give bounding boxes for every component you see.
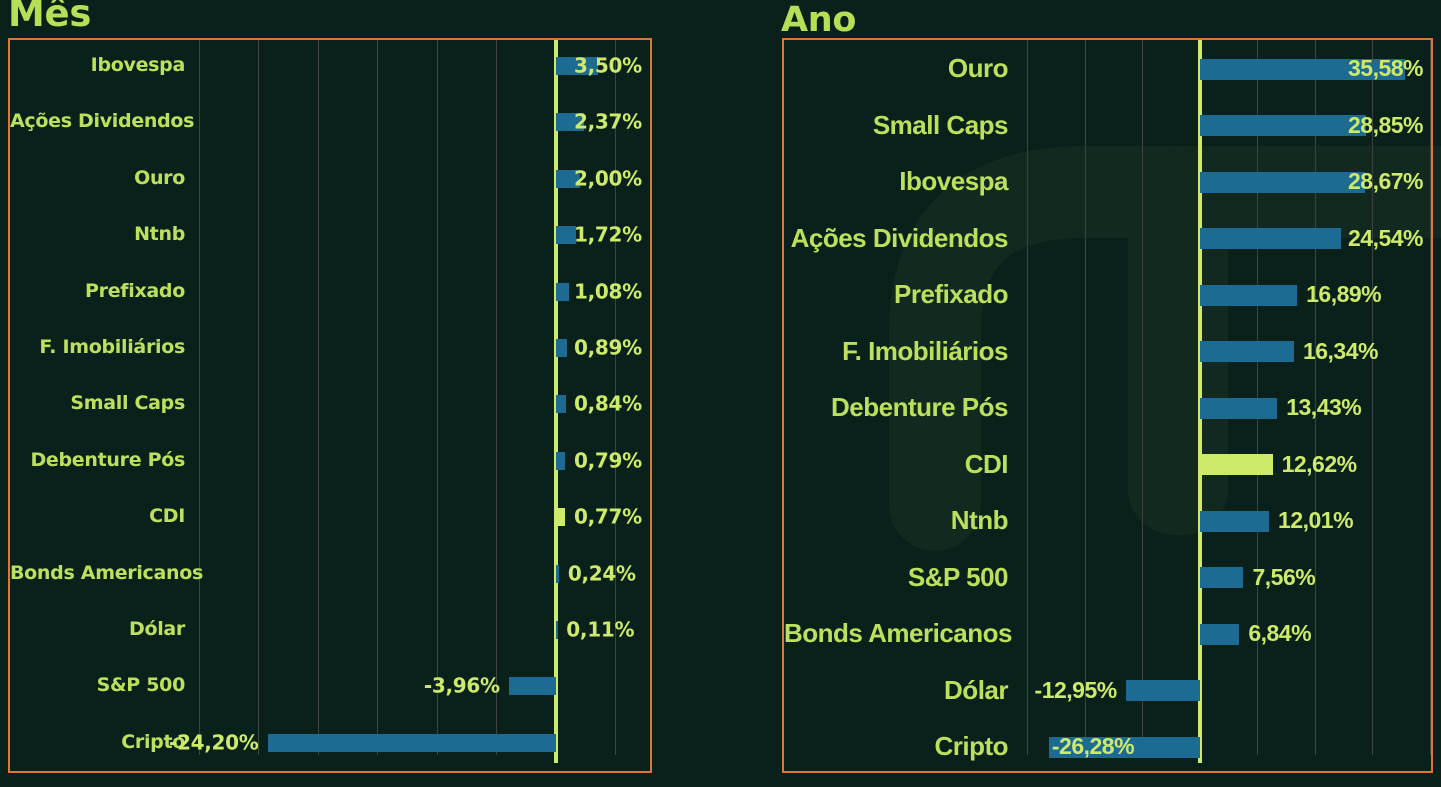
gridline [436,40,438,755]
category-label: S&P 500 [907,561,1009,592]
value-label: 28,67% [1348,167,1424,194]
gridline [317,40,319,755]
value-bar [556,621,558,639]
gridline [1027,40,1028,755]
value-label: 12,62% [1281,450,1358,477]
chart-mes-panel: Ibovespa 3,50% Ações Dividendos 2,37% Ouro 2,… [8,38,652,773]
value-label: 0,11% [566,617,635,642]
value-bar [556,226,577,245]
value-bar [1200,397,1278,419]
value-label: 7,56% [1252,563,1316,590]
category-label: Prefixado [85,279,185,302]
value-label: 1,08% [574,278,642,303]
value-bar [556,395,566,414]
value-bar [508,677,556,696]
category-label: Cripto [121,730,185,753]
category-label: Ibovespa [90,54,186,77]
value-bar [1200,284,1298,306]
value-label: -12,95% [1034,676,1118,703]
category-label: F. Imobiliários [842,335,1008,366]
value-label: 24,54% [1348,224,1424,251]
value-bar [556,282,569,301]
value-bar [1200,567,1244,588]
value-label: -26,28% [1051,732,1135,759]
category-label: Ouro [947,53,1009,84]
value-label: 2,37% [574,109,642,134]
value-bar-highlight [556,508,566,527]
gridline [1372,40,1373,755]
value-label: 0,89% [574,335,642,360]
value-bar [1200,171,1365,193]
category-label: Ntnb [134,223,185,246]
category-label: Ouro [134,166,185,189]
value-label: 1,72% [574,222,642,247]
value-label: 0,79% [574,448,642,473]
gridline [1429,40,1431,755]
category-label: Ações Dividendos [790,222,1009,253]
value-bar-highlight [1200,454,1273,475]
category-label: F. Imobiliários [39,336,185,359]
value-label: -24,20% [169,730,259,755]
value-label: 0,84% [574,391,642,416]
category-label: Ibovespa [899,166,1008,197]
gridline [496,40,497,755]
value-bar [1200,58,1405,80]
gridline [1084,40,1086,755]
value-bar [1200,341,1294,362]
gridline [377,40,378,755]
gridline [1142,40,1143,755]
chart-mes-title: Mês [8,0,92,35]
value-bar [556,339,567,357]
value-label: 3,50% [574,53,642,78]
value-bar [556,57,598,75]
value-label: 13,43% [1286,393,1362,420]
category-label: Dólar [128,618,185,641]
value-label: 16,89% [1306,280,1382,307]
value-bar [268,733,556,752]
value-label: 12,01% [1278,506,1354,533]
category-label: Dólar [944,674,1008,705]
value-label: 0,24% [567,560,636,585]
value-bar [1200,228,1342,249]
category-label: Ntnb [950,505,1009,536]
category-label: Debenture Pós [831,392,1009,423]
gridline [258,40,259,755]
value-label: 0,77% [574,504,642,529]
gridline [1314,40,1316,755]
gridline [615,40,616,755]
category-label: CDI [149,505,185,528]
value-label: 6,84% [1248,619,1312,646]
value-bar [1200,623,1240,645]
category-label: Debenture Pós [30,448,185,471]
value-label: 16,34% [1302,337,1379,364]
category-label: Bonds Americanos [10,561,204,584]
category-label: Bonds Americanos [784,618,1012,649]
category-label: Prefixado [894,279,1009,310]
value-label: -3,96% [423,673,500,698]
value-bar [1200,510,1270,532]
value-label: 35,58% [1348,54,1424,81]
category-label: Small Caps [872,109,1009,140]
value-bar [1200,115,1366,136]
value-bar [1048,736,1200,758]
value-bar [556,451,566,470]
category-label: S&P 500 [96,674,186,697]
value-bar [1125,680,1200,701]
category-label: Small Caps [70,392,185,415]
category-label: CDI [964,448,1009,479]
gridline [198,40,200,755]
category-label: Ações Dividendos [10,110,195,133]
chart-ano-title: Ano [781,0,857,40]
value-bar [556,113,585,132]
value-bar [556,564,559,583]
value-bar [556,169,580,188]
chart-ano-panel: Ouro 35,58% Small Caps 28,85% Ibovespa 28,67%… [782,38,1433,773]
value-label: 28,85% [1348,111,1424,138]
category-label: Cripto [934,731,1008,762]
value-label: 2,00% [574,166,642,191]
